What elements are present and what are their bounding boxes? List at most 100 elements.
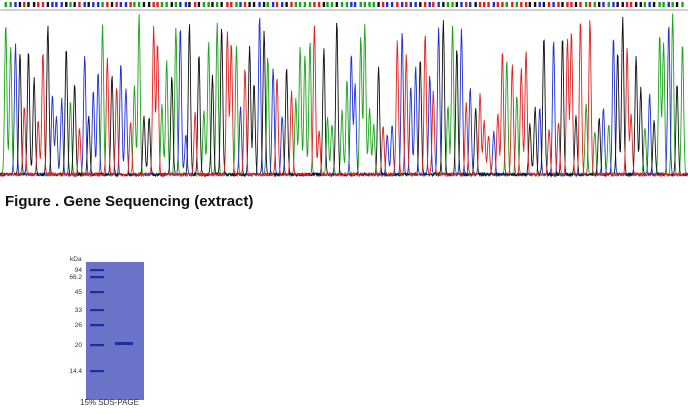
base-call-tick — [671, 2, 674, 7]
base-call-tick — [193, 2, 197, 7]
base-call-tick — [511, 2, 514, 7]
base-call-tick — [423, 2, 427, 7]
base-call-tick — [460, 2, 463, 7]
base-call-tick — [280, 2, 284, 7]
base-call-tick — [239, 2, 242, 7]
marker-band — [90, 344, 104, 347]
base-call-tick — [230, 2, 233, 7]
base-call-tick — [248, 2, 251, 7]
base-call-tick — [23, 2, 26, 7]
marker-label: 20 — [75, 342, 83, 349]
base-call-tick — [492, 2, 496, 7]
base-call-strip — [4, 2, 684, 7]
base-call-tick — [211, 2, 214, 7]
base-call-tick — [520, 2, 523, 7]
base-call-tick — [390, 2, 394, 7]
base-call-tick — [432, 2, 435, 7]
base-call-tick — [602, 2, 605, 7]
base-call-tick — [574, 2, 578, 7]
base-call-tick — [442, 2, 445, 7]
marker-label: 26 — [75, 322, 83, 329]
base-call-tick — [621, 2, 624, 7]
marker-label: 94 — [75, 267, 83, 274]
base-call-tick — [110, 2, 114, 7]
base-call-tick — [639, 2, 642, 7]
trace-T — [0, 20, 688, 178]
base-call-tick — [446, 2, 450, 7]
base-call-tick — [202, 2, 206, 7]
base-call-tick — [14, 2, 17, 7]
marker-label: 33 — [75, 307, 83, 314]
base-call-tick — [73, 2, 76, 7]
base-call-tick — [350, 2, 353, 7]
base-call-tick — [634, 2, 638, 7]
base-call-tick — [317, 2, 321, 7]
base-call-tick — [465, 2, 468, 7]
base-call-tick — [566, 2, 569, 7]
base-call-tick — [612, 2, 615, 7]
base-call-tick — [469, 2, 472, 7]
base-call-tick — [262, 2, 266, 7]
base-call-tick — [179, 2, 182, 7]
marker-band — [90, 276, 104, 279]
base-call-tick — [419, 2, 422, 7]
base-call-tick — [322, 2, 326, 7]
base-call-tick — [368, 2, 371, 7]
base-call-tick — [409, 2, 412, 7]
base-call-tick — [667, 2, 670, 7]
base-call-tick — [377, 2, 380, 7]
base-call-tick — [41, 2, 45, 7]
figure-caption: Figure . Gene Sequencing (extract) — [5, 193, 254, 210]
base-call-tick — [298, 2, 302, 7]
base-call-tick — [170, 2, 174, 7]
base-call-tick — [92, 2, 95, 7]
base-call-tick — [386, 2, 389, 7]
base-call-tick — [275, 2, 279, 7]
base-call-tick — [235, 2, 238, 7]
base-call-tick — [124, 2, 128, 7]
marker-label: 66.2 — [69, 274, 82, 281]
base-call-tick — [137, 2, 141, 7]
base-call-tick — [557, 2, 560, 7]
base-call-tick — [335, 2, 339, 7]
base-call-tick — [547, 2, 551, 7]
gel-caption: 15% SDS-PAGE — [80, 398, 139, 407]
base-call-tick — [353, 2, 357, 7]
base-call-tick — [290, 2, 293, 7]
base-call-tick — [303, 2, 307, 7]
base-call-tick — [115, 2, 118, 7]
base-call-tick — [607, 2, 610, 7]
base-call-tick — [65, 2, 68, 7]
base-call-tick — [32, 2, 36, 7]
sds-page-gel-figure: 94 66.2 45 33 26 20 14.4 kDa 15% SDS-PAGE — [66, 250, 166, 410]
base-call-tick — [51, 2, 54, 7]
base-call-tick — [27, 2, 30, 7]
base-call-tick — [37, 2, 40, 7]
base-call-tick — [487, 2, 490, 7]
base-call-tick — [597, 2, 601, 7]
base-call-tick — [482, 2, 486, 7]
gel-lane-area — [86, 262, 144, 400]
base-call-tick — [455, 2, 459, 7]
base-call-tick — [285, 2, 288, 7]
sequencing-chromatogram — [0, 2, 688, 178]
base-call-tick — [197, 2, 201, 7]
marker-band — [90, 370, 104, 373]
base-call-tick — [220, 2, 223, 7]
base-call-tick — [515, 2, 519, 7]
base-call-tick — [313, 2, 316, 7]
base-call-tick — [243, 2, 247, 7]
sample-protein-band — [115, 342, 133, 345]
base-call-tick — [501, 2, 504, 7]
base-call-tick — [584, 2, 588, 7]
base-call-tick — [359, 2, 362, 7]
marker-label: 14.4 — [69, 368, 82, 375]
base-call-tick — [340, 2, 344, 7]
base-call-tick — [658, 2, 661, 7]
base-call-tick — [78, 2, 81, 7]
base-call-tick — [96, 2, 100, 7]
base-call-tick — [579, 2, 582, 7]
base-call-tick — [542, 2, 546, 7]
base-call-tick — [160, 2, 164, 7]
